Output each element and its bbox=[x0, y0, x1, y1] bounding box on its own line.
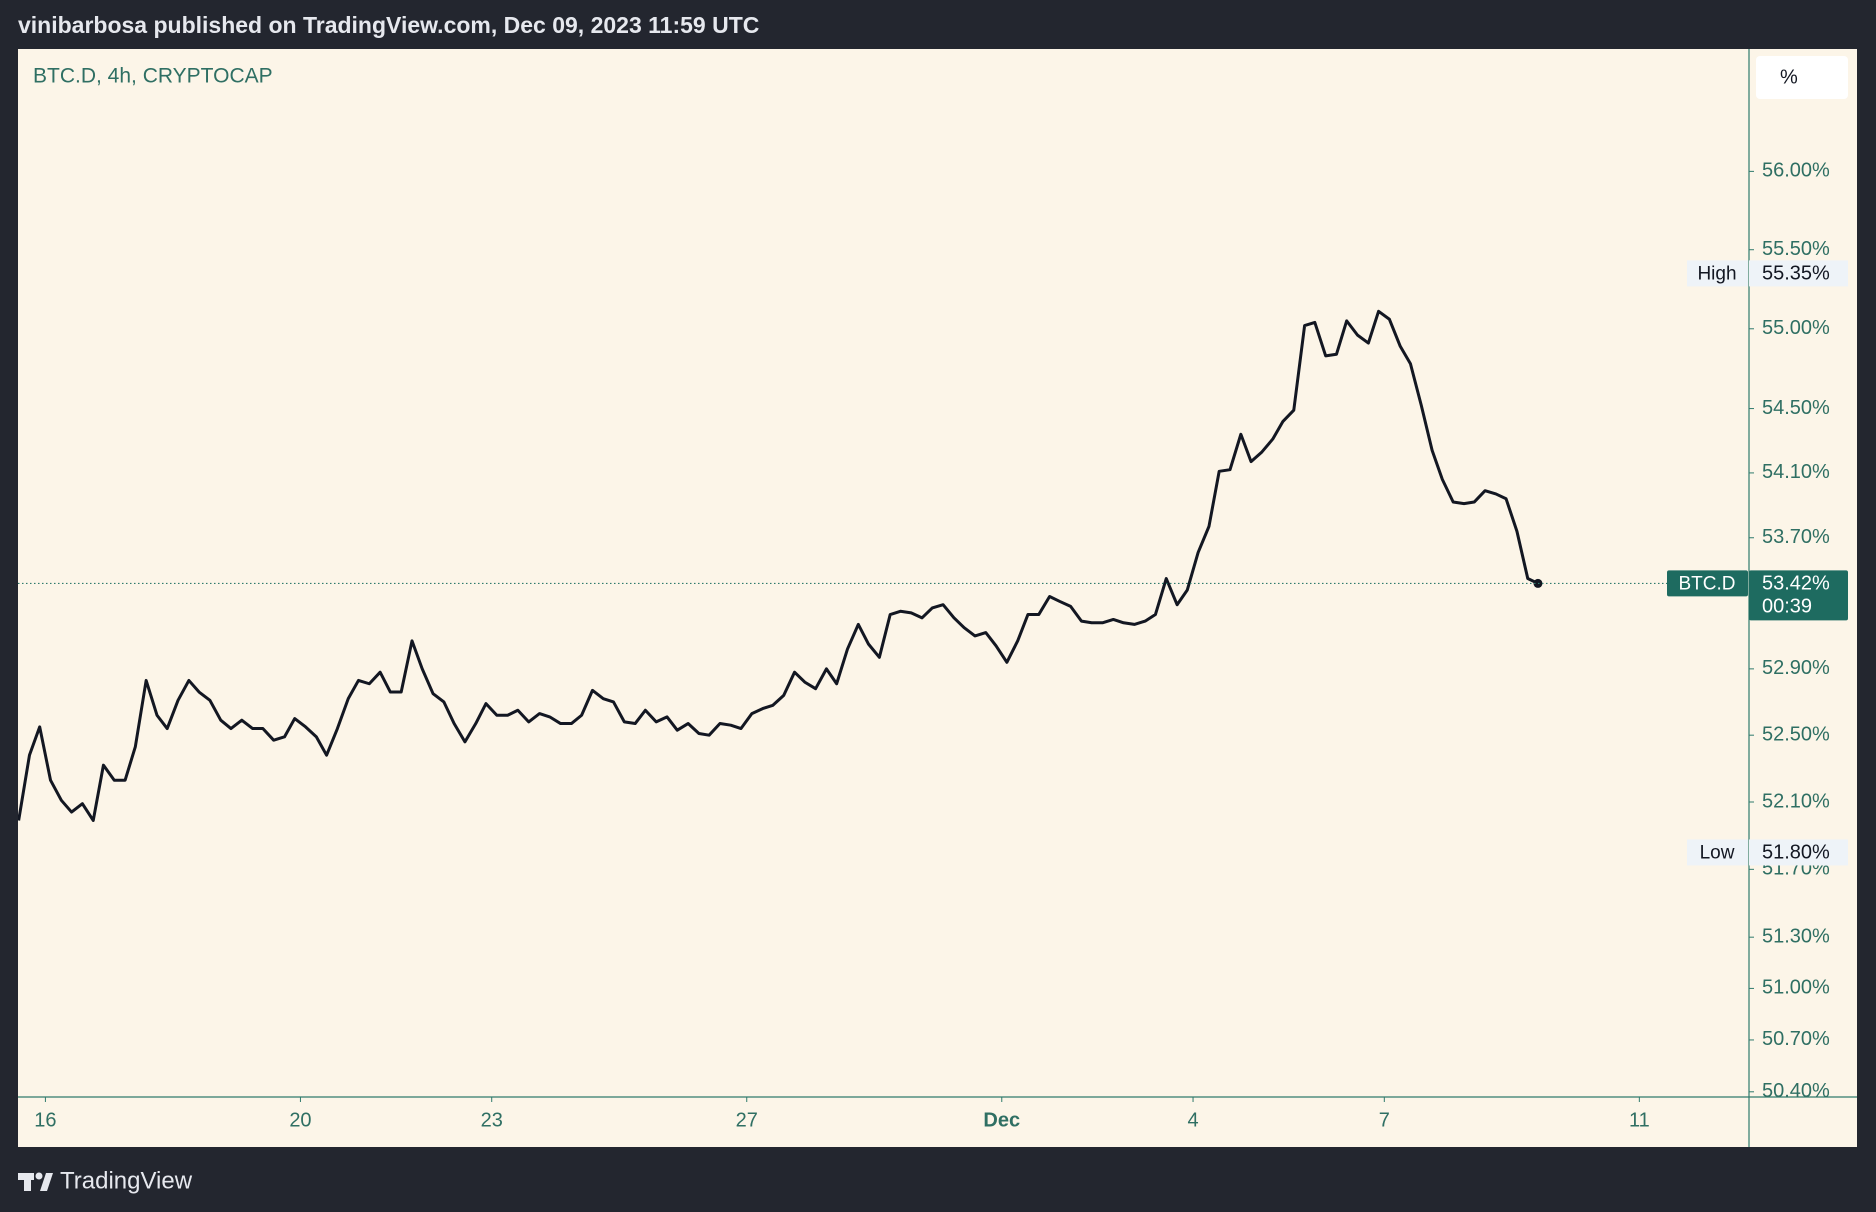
y-tick-label: 52.50% bbox=[1762, 723, 1830, 745]
time-axis: 16 20 23 27 Dec 4 7 11 bbox=[34, 1097, 1650, 1131]
y-tick-label: 54.10% bbox=[1762, 461, 1830, 483]
y-tick-label: 54.50% bbox=[1762, 397, 1830, 419]
price-line bbox=[18, 309, 1539, 822]
plot-area bbox=[18, 309, 1749, 822]
countdown: 00:39 bbox=[1762, 596, 1812, 618]
last-price-label: 53.42% bbox=[1762, 573, 1830, 595]
price-label-box bbox=[1749, 260, 1848, 287]
x-tick-label: 20 bbox=[289, 1109, 311, 1131]
last-price-name: BTC.D bbox=[1679, 573, 1736, 594]
x-tick-label: Dec bbox=[983, 1109, 1020, 1131]
publisher-line: vinibarbosa published on TradingView.com… bbox=[18, 12, 759, 38]
symbol-title: BTC.D, 4h, CRYPTOCAP bbox=[33, 65, 273, 88]
x-tick-label: 23 bbox=[481, 1109, 503, 1131]
scale-button-label[interactable]: % bbox=[1780, 66, 1798, 88]
price-label-value: 55.35% bbox=[1762, 263, 1830, 285]
y-tick-label: 51.30% bbox=[1762, 925, 1830, 947]
last-price-name-box bbox=[1667, 570, 1748, 597]
logo-stem bbox=[24, 1173, 31, 1191]
y-tick-label: 56.00% bbox=[1762, 160, 1830, 182]
price-label-name-box bbox=[1687, 839, 1748, 866]
price-label-value: 51.80% bbox=[1762, 842, 1830, 864]
price-label-name-box bbox=[1687, 260, 1748, 287]
logo-dot bbox=[35, 1172, 43, 1180]
logo-slash bbox=[40, 1173, 53, 1191]
price-label-box bbox=[1749, 839, 1848, 866]
x-tick-label: 27 bbox=[736, 1109, 758, 1131]
y-tick-label: 51.00% bbox=[1762, 977, 1830, 999]
y-tick-label: 50.70% bbox=[1762, 1028, 1830, 1050]
x-tick-label: 11 bbox=[1629, 1109, 1650, 1131]
price-label-name: Low bbox=[1700, 842, 1735, 863]
y-tick-label: 55.00% bbox=[1762, 317, 1830, 339]
y-tick-label: 50.40% bbox=[1762, 1080, 1830, 1102]
x-tick-label: 16 bbox=[34, 1109, 56, 1131]
last-price-box bbox=[1749, 570, 1848, 621]
last-point bbox=[1533, 578, 1543, 588]
price-labels: BTC.D 53.42%00:39 High 55.35% Low 51.80% bbox=[1667, 260, 1848, 866]
x-tick-label: 4 bbox=[1187, 1109, 1198, 1131]
footer-logo bbox=[18, 1172, 53, 1191]
y-tick-label: 52.90% bbox=[1762, 657, 1830, 679]
chart-panel bbox=[18, 49, 1857, 1147]
scale-button[interactable] bbox=[1756, 56, 1848, 99]
price-label-name: High bbox=[1697, 263, 1736, 284]
y-tick-label: 55.50% bbox=[1762, 238, 1830, 260]
footer-brand: TradingView bbox=[60, 1167, 193, 1194]
y-tick-label: 53.70% bbox=[1762, 526, 1830, 548]
y-tick-label: 52.10% bbox=[1762, 790, 1830, 812]
x-tick-label: 7 bbox=[1379, 1109, 1390, 1131]
